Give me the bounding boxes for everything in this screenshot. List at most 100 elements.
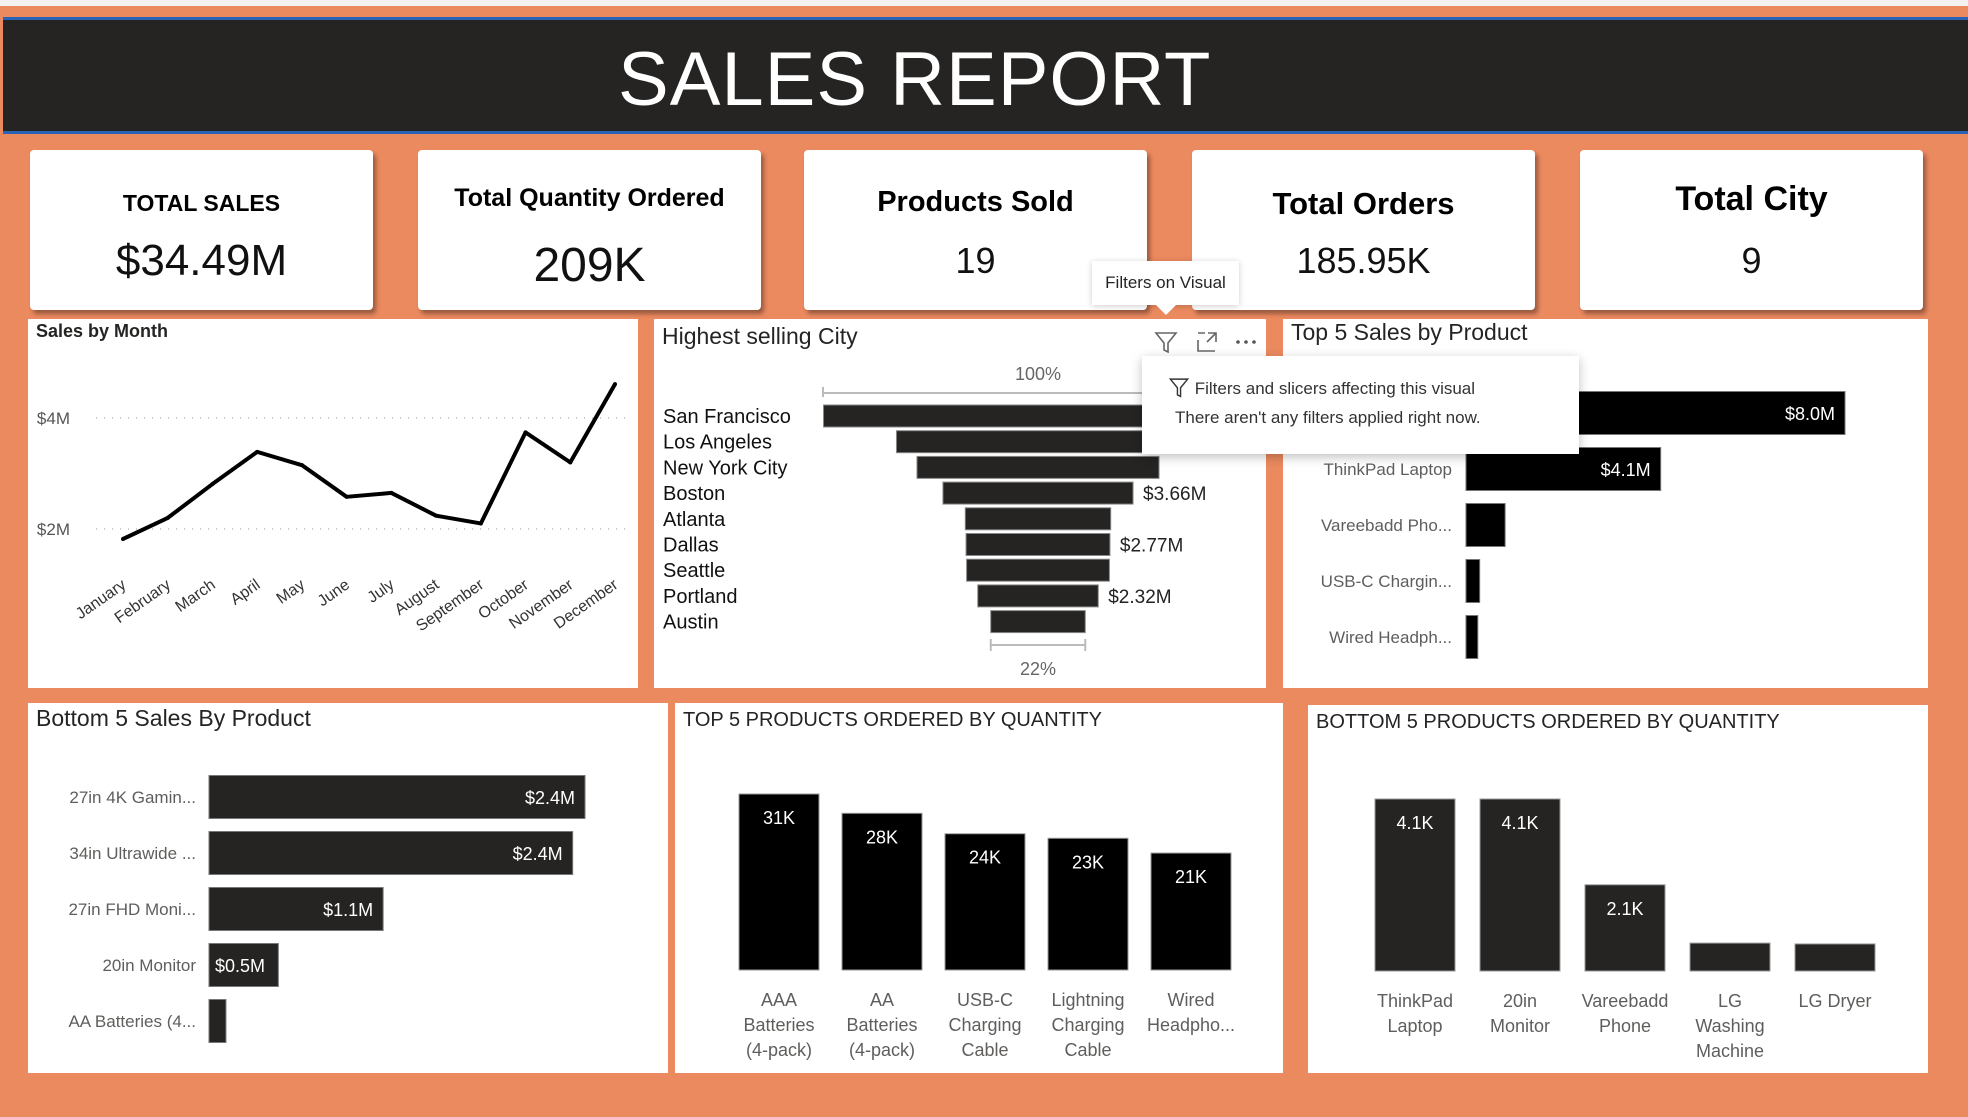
top-strip: [0, 0, 1968, 6]
funnel-bar[interactable]: [964, 507, 1112, 531]
bar[interactable]: [1465, 503, 1506, 547]
chart-title: Top 5 Sales by Product: [1291, 319, 1528, 345]
data-point[interactable]: [165, 515, 170, 520]
filters-popup-heading: Filters and slicers affecting this visua…: [1168, 376, 1475, 399]
column-category-label: (4-pack): [849, 1040, 915, 1060]
data-point[interactable]: [568, 460, 573, 465]
column-category-label: Batteries: [743, 1015, 814, 1035]
data-point[interactable]: [344, 494, 349, 499]
funnel-category-label: Atlanta: [663, 509, 726, 531]
y-tick-label: $4M: [37, 409, 70, 428]
funnel-category-label: Seattle: [663, 560, 725, 582]
kpi-value: 185.95K: [1296, 240, 1431, 281]
funnel-bar[interactable]: [990, 610, 1086, 634]
sales-by-month-chart[interactable]: $2M $4M January February March April May June Ju…: [28, 319, 638, 688]
funnel-category-label: Dallas: [663, 535, 719, 557]
column-bar[interactable]: [738, 793, 820, 971]
funnel-category-label: New York City: [663, 457, 788, 479]
column-bar[interactable]: [944, 833, 1026, 971]
column-bar[interactable]: [1150, 852, 1232, 971]
column-bar[interactable]: [1689, 942, 1771, 972]
funnel-bar[interactable]: [965, 533, 1111, 556]
column-data-label: 4.1K: [1501, 813, 1538, 833]
funnel-bar[interactable]: [966, 558, 1110, 582]
funnel-bar[interactable]: [942, 481, 1134, 505]
y-tick-label: $2M: [37, 520, 70, 539]
data-point[interactable]: [478, 521, 483, 526]
x-tick-label: May: [274, 576, 309, 607]
filters-popup-message: There aren't any filters applied right n…: [1175, 408, 1481, 427]
column-data-label: 23K: [1072, 852, 1104, 872]
column-bar[interactable]: [1374, 798, 1456, 972]
funnel-bar[interactable]: [895, 430, 1181, 454]
column-bar[interactable]: [1794, 943, 1876, 972]
data-point[interactable]: [299, 463, 304, 468]
bar[interactable]: [208, 943, 279, 987]
data-point[interactable]: [255, 449, 260, 454]
bar[interactable]: [1465, 615, 1479, 659]
column-category-label: 20in: [1503, 991, 1537, 1011]
sales-line[interactable]: [122, 383, 617, 541]
kpi-card-products-sold[interactable]: Products Sold 19: [804, 150, 1147, 310]
column-category-label: Wired: [1167, 990, 1214, 1010]
funnel-bar[interactable]: [977, 584, 1099, 608]
x-tick-label: July: [365, 576, 398, 606]
column-bar[interactable]: [1479, 798, 1561, 972]
bar[interactable]: [208, 887, 384, 931]
chart-title: BOTTOM 5 PRODUCTS ORDERED BY QUANTITY: [1316, 711, 1780, 733]
page-title: SALES REPORT: [618, 37, 1212, 122]
funnel-category-label: Boston: [663, 483, 725, 505]
funnel-bar[interactable]: [916, 455, 1160, 479]
bottom5-sales-by-product-chart[interactable]: 27in 4K Gamin... $2.4M 34in Ultrawide ... $…: [28, 703, 668, 1073]
column-data-label: 31K: [763, 808, 795, 828]
kpi-card-total-quantity[interactable]: Total Quantity Ordered 209K: [418, 150, 761, 310]
bar-category-label: 27in 4K Gamin...: [69, 788, 196, 807]
chart-title: Highest selling City: [662, 323, 858, 349]
data-point[interactable]: [613, 382, 617, 387]
column-category-label: Washing: [1695, 1016, 1764, 1036]
funnel-bottom-axis[interactable]: [989, 639, 1087, 651]
column-bar[interactable]: [1047, 837, 1129, 971]
filters-popup: Filters and slicers affecting this visua…: [1142, 356, 1579, 454]
bar-data-label: $4.1M: [1601, 460, 1651, 480]
data-point[interactable]: [523, 430, 528, 435]
x-tick-label: June: [315, 576, 353, 610]
more-options-icon[interactable]: [1232, 328, 1260, 356]
funnel-category-label: San Francisco: [663, 406, 791, 428]
bar[interactable]: [1465, 447, 1662, 491]
bottom5-products-by-quantity-chart[interactable]: 4.1K ThinkPad Laptop 4.1K 20in Monitor 2.1K Var…: [1308, 705, 1928, 1073]
column-data-label: 24K: [969, 848, 1001, 868]
kpi-card-total-city[interactable]: Total City 9: [1580, 150, 1923, 310]
column-category-label: LG Dryer: [1798, 991, 1871, 1011]
data-point[interactable]: [210, 482, 215, 487]
column-category-label: Phone: [1599, 1016, 1651, 1036]
top5-products-by-quantity-chart[interactable]: 31K AAA Batteries (4-pack) 28K AA Batteries (4-…: [675, 703, 1283, 1073]
column-data-label: 2.1K: [1606, 899, 1643, 919]
column-data-label: 4.1K: [1396, 813, 1433, 833]
x-tick-label: March: [173, 576, 219, 615]
data-point[interactable]: [389, 490, 394, 495]
bar[interactable]: [208, 999, 227, 1043]
filter-icon: [1168, 378, 1190, 398]
data-point[interactable]: [434, 513, 439, 518]
kpi-card-total-orders[interactable]: Total Orders 185.95K: [1192, 150, 1535, 310]
funnel-top-label: 100%: [1015, 364, 1061, 384]
bar[interactable]: [208, 831, 574, 875]
bar-data-label: $1.1M: [323, 900, 373, 920]
data-point[interactable]: [121, 536, 125, 541]
kpi-value: 209K: [533, 239, 646, 292]
column-bar[interactable]: [841, 812, 923, 971]
column-bar[interactable]: [1584, 884, 1666, 972]
bar-category-label: 34in Ultrawide ...: [69, 844, 196, 863]
column-category-label: Charging: [1051, 1015, 1124, 1035]
filter-icon[interactable]: [1152, 328, 1180, 356]
bar[interactable]: [1465, 559, 1481, 603]
funnel-category-label: Austin: [663, 612, 719, 634]
chart-title: Bottom 5 Sales By Product: [36, 705, 311, 731]
bar[interactable]: [208, 775, 586, 819]
column-category-label: Lightning: [1051, 990, 1124, 1010]
kpi-card-total-sales[interactable]: TOTAL SALES $34.49M: [30, 150, 373, 310]
focus-mode-icon[interactable]: [1193, 328, 1221, 356]
column-category-label: Cable: [1064, 1040, 1111, 1060]
kpi-value: 9: [1741, 240, 1762, 281]
